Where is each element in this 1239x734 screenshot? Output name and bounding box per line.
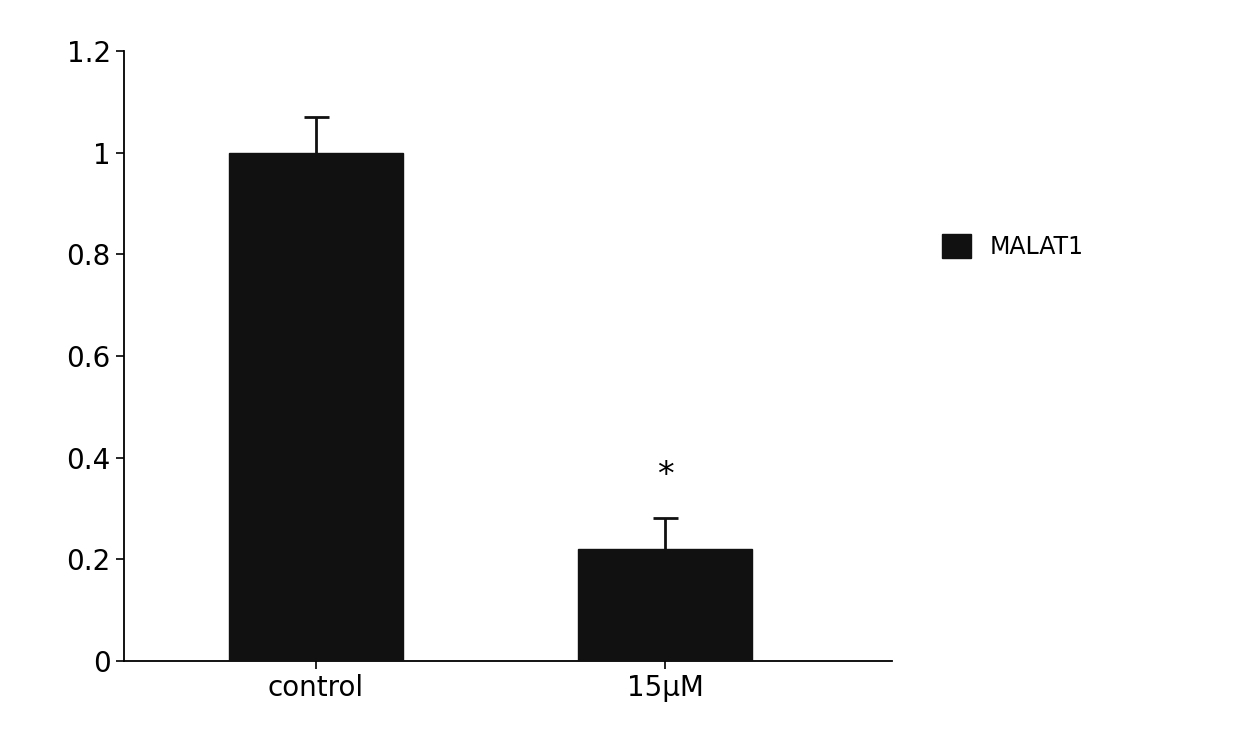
Text: *: * [657, 459, 674, 492]
Bar [577, 549, 752, 661]
Legend: MALAT1: MALAT1 [943, 233, 1084, 259]
Bar [229, 153, 403, 661]
